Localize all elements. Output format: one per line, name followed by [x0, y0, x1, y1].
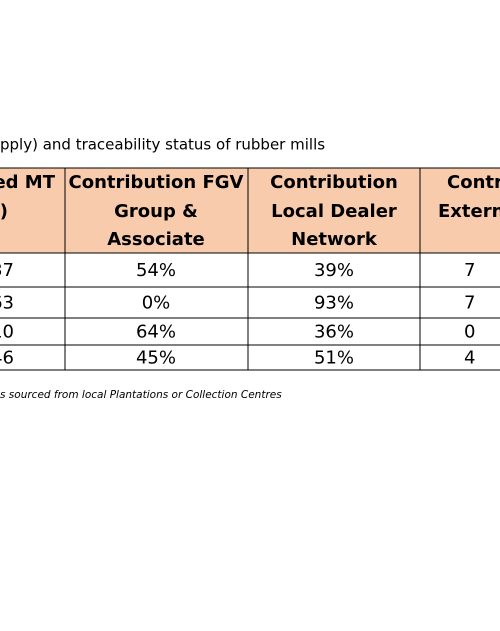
table-cell: 46 [0, 348, 14, 369]
table-cell: 7 [464, 293, 475, 314]
table-cell: 0 [464, 322, 475, 343]
table-cell: 39% [314, 260, 354, 281]
table-cell: 45% [136, 348, 176, 369]
table-cell: 64% [136, 322, 176, 343]
header-cell: Associate [107, 229, 205, 250]
table-cell: 36% [314, 322, 354, 343]
header-cell: Externa [438, 201, 500, 222]
table-cell: 63 [0, 293, 14, 314]
header-cell: ed MT [0, 172, 56, 193]
header-cell: Local Dealer [271, 201, 397, 222]
table-cell: 0% [142, 293, 171, 314]
table-cell: 10 [0, 322, 14, 343]
table-cell: 4 [464, 348, 475, 369]
table-cell: 51% [314, 348, 354, 369]
caption: pply) and traceability status of rubber … [0, 136, 325, 154]
header-cell: Contribution [270, 172, 398, 193]
table-cell: 37 [0, 260, 14, 281]
header-cell: Contri [447, 172, 500, 193]
table-cell: 54% [136, 260, 176, 281]
header-cell: Contribution FGV [69, 172, 244, 193]
header-cell: Network [291, 229, 378, 250]
table: ed MT) Contribution FGV Group & Associate Co… [0, 167, 500, 371]
header-cell: Group & [114, 201, 198, 222]
table-cell: 7 [464, 260, 475, 281]
footnote: s sourced from local Plantations or Coll… [0, 389, 282, 401]
header-fill [0, 168, 500, 253]
header-cell: ) [0, 201, 8, 222]
table-cell: 93% [314, 293, 354, 314]
